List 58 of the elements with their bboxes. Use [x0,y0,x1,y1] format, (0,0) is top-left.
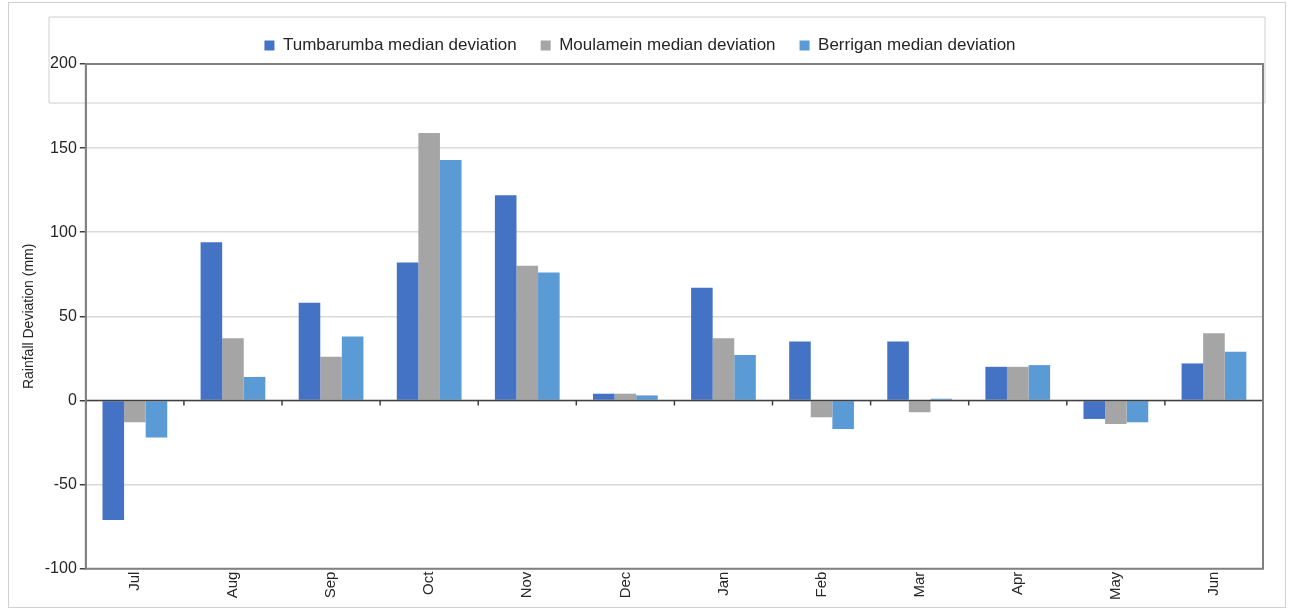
y-tick-label: -50 [53,474,77,492]
bar [200,242,223,400]
bar [691,287,713,400]
y-tick-label: 150 [50,138,77,156]
legend-label: Moulamein median deviation [559,35,776,55]
bar [1083,401,1106,419]
y-tick-label: 200 [50,54,77,72]
bar [1203,333,1225,400]
bar [1006,366,1029,400]
bar [1126,401,1149,423]
bar [1181,363,1204,400]
x-tick-label: Aug [223,571,241,599]
bar [124,401,146,423]
bar [418,132,440,400]
x-tick-label: May [1105,571,1123,601]
bar [887,341,909,400]
bar [102,401,125,520]
bar [243,376,266,400]
y-tick-label: -100 [44,559,77,577]
bar [832,401,854,430]
bar [1224,351,1247,400]
bar [320,356,342,400]
bar [494,195,517,400]
bar [810,401,833,418]
legend-label: Berrigan median deviation [818,35,1016,55]
bar [396,262,419,400]
y-tick-label: 50 [59,306,77,324]
x-tick-label: Jun [1204,571,1222,596]
y-tick-label: 100 [50,222,77,240]
bar [614,393,637,400]
y-tick-label: 0 [67,390,77,408]
bar [516,265,539,400]
bar [789,341,811,400]
x-tick-label: Jan [713,571,731,596]
bar [538,272,560,400]
bar [1105,401,1127,424]
bar [439,159,462,400]
bar [636,395,658,400]
x-tick-label: Sep [321,571,339,599]
x-tick-label: Oct [419,570,437,596]
y-axis-title: Rainfall Deviation (mm) [20,243,37,390]
bar [222,338,244,400]
bar [1028,365,1051,400]
bar [341,336,364,400]
bar [712,338,735,400]
x-tick-label: Mar [909,571,927,598]
bar [734,355,756,400]
bar [592,393,615,400]
legend-label: Tumbarumba median deviation [282,35,517,55]
x-tick-label: Feb [811,571,829,598]
x-tick-label: Apr [1007,571,1025,596]
bar [908,401,931,413]
bar [985,366,1007,400]
bar [145,401,168,438]
x-tick-label: Jul [125,571,143,591]
bar [298,302,321,400]
x-tick-label: Dec [615,571,633,599]
x-tick-label: Nov [517,571,535,599]
